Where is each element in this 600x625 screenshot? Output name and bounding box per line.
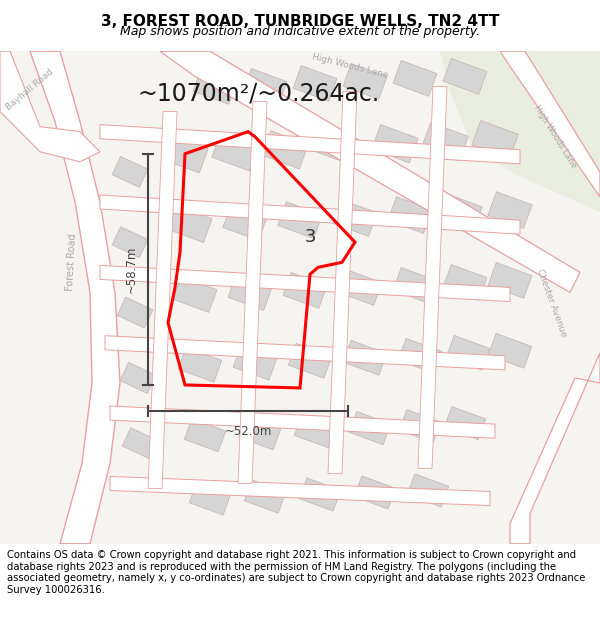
Bar bbox=[317, 127, 363, 166]
Polygon shape bbox=[500, 51, 600, 197]
Bar bbox=[443, 264, 487, 300]
Bar bbox=[393, 61, 437, 96]
Text: Forest Road: Forest Road bbox=[65, 233, 79, 291]
Bar bbox=[398, 338, 442, 373]
Polygon shape bbox=[100, 195, 520, 234]
Polygon shape bbox=[440, 51, 600, 212]
Bar bbox=[293, 66, 337, 101]
Bar bbox=[162, 134, 208, 173]
Bar bbox=[243, 69, 287, 104]
Bar bbox=[212, 132, 258, 171]
Bar bbox=[295, 414, 335, 447]
Bar bbox=[223, 204, 267, 241]
Text: Bayhall Road: Bayhall Road bbox=[5, 67, 55, 112]
Text: ~58.7m: ~58.7m bbox=[125, 246, 138, 293]
Bar bbox=[472, 121, 518, 159]
Bar bbox=[355, 476, 395, 509]
Bar bbox=[233, 346, 277, 380]
Text: Chester Avenue: Chester Avenue bbox=[535, 268, 569, 338]
Bar bbox=[422, 122, 468, 161]
Bar bbox=[438, 194, 482, 231]
Bar bbox=[278, 202, 322, 239]
Bar bbox=[288, 343, 332, 378]
Bar bbox=[117, 297, 153, 328]
Polygon shape bbox=[328, 91, 357, 473]
Bar bbox=[262, 131, 308, 169]
Bar bbox=[120, 362, 156, 393]
Text: Contains OS data © Crown copyright and database right 2021. This information is : Contains OS data © Crown copyright and d… bbox=[7, 550, 586, 595]
Bar bbox=[446, 336, 490, 370]
Bar bbox=[173, 277, 217, 312]
Bar bbox=[445, 406, 485, 440]
Bar bbox=[299, 478, 341, 511]
Polygon shape bbox=[105, 336, 505, 370]
Text: Map shows position and indicative extent of the property.: Map shows position and indicative extent… bbox=[120, 26, 480, 39]
Bar bbox=[190, 482, 230, 515]
Bar bbox=[122, 428, 158, 459]
Bar bbox=[388, 197, 432, 233]
Bar bbox=[488, 262, 532, 298]
Polygon shape bbox=[100, 124, 520, 164]
Polygon shape bbox=[0, 51, 100, 162]
Polygon shape bbox=[418, 86, 447, 468]
Bar bbox=[239, 417, 281, 450]
Bar bbox=[178, 348, 222, 382]
Bar bbox=[488, 333, 532, 368]
Bar bbox=[443, 59, 487, 94]
Text: High Woods Lane: High Woods Lane bbox=[311, 52, 389, 80]
Bar bbox=[193, 69, 237, 104]
Text: ~52.0m: ~52.0m bbox=[224, 425, 272, 438]
Bar bbox=[393, 268, 437, 303]
Polygon shape bbox=[100, 266, 510, 301]
Bar bbox=[400, 409, 440, 442]
Bar bbox=[112, 227, 148, 258]
Bar bbox=[112, 156, 148, 188]
Bar bbox=[283, 272, 327, 308]
Bar bbox=[244, 480, 286, 513]
Bar bbox=[338, 269, 382, 306]
Bar bbox=[228, 274, 272, 311]
Text: ~1070m²/~0.264ac.: ~1070m²/~0.264ac. bbox=[138, 81, 380, 106]
Text: High Woods Lane: High Woods Lane bbox=[532, 103, 578, 170]
Bar bbox=[343, 341, 387, 375]
Polygon shape bbox=[510, 352, 600, 544]
Polygon shape bbox=[30, 51, 120, 544]
Text: 3, FOREST ROAD, TUNBRIDGE WELLS, TN2 4TT: 3, FOREST ROAD, TUNBRIDGE WELLS, TN2 4TT bbox=[101, 14, 499, 29]
Bar bbox=[168, 206, 212, 242]
Bar bbox=[407, 474, 449, 507]
Polygon shape bbox=[110, 406, 495, 438]
Bar bbox=[343, 64, 387, 99]
Bar bbox=[333, 200, 377, 236]
Polygon shape bbox=[238, 101, 267, 484]
Bar bbox=[349, 412, 391, 445]
Polygon shape bbox=[110, 476, 490, 506]
Bar bbox=[184, 419, 226, 452]
Bar bbox=[488, 192, 532, 228]
Bar bbox=[372, 124, 418, 163]
Text: 3: 3 bbox=[305, 228, 317, 246]
Polygon shape bbox=[160, 51, 580, 292]
Polygon shape bbox=[148, 111, 177, 489]
